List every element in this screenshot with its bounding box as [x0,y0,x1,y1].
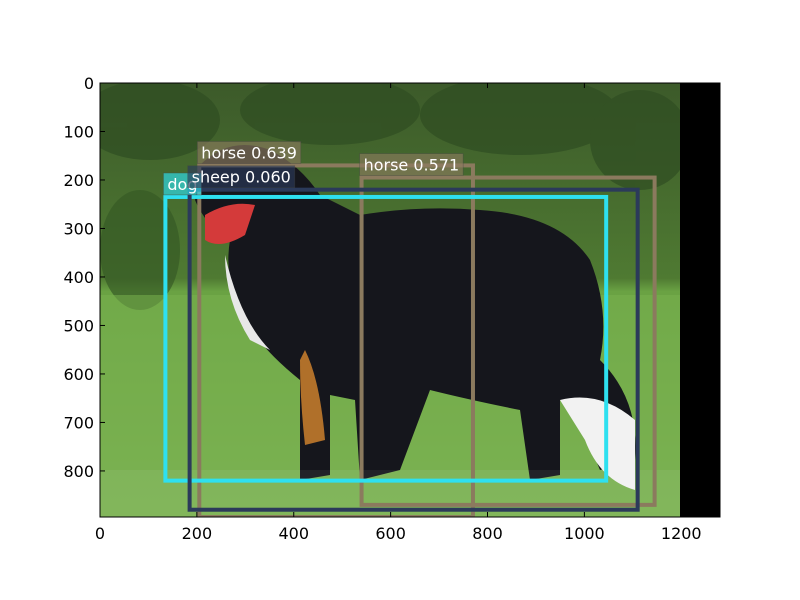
detection-label-horse: horse 0.571 [364,156,460,175]
y-tick-label: 600 [63,365,94,384]
x-tick-label: 0 [95,524,105,543]
y-axis: 0 100 200 300 400 500 600 700 800 [63,74,720,481]
detection-label-horse: horse 0.639 [201,143,297,162]
x-tick-label: 800 [472,524,503,543]
padding-region [680,83,720,517]
foliage [100,83,690,310]
y-tick-label: 500 [63,316,94,335]
y-tick-label: 700 [63,413,94,432]
y-tick-label: 400 [63,268,94,287]
y-tick-label: 200 [63,171,94,190]
photo [100,83,720,517]
detection-box-horse [197,163,475,517]
x-tick-label: 1000 [564,524,605,543]
x-tick-label: 200 [182,524,213,543]
y-tick-label: 0 [84,74,94,93]
detection-label-bg [359,153,464,176]
dog-silhouette [195,145,636,490]
y-tick-label: 800 [63,462,94,481]
axes-frame [99,82,721,518]
y-tick-label: 100 [63,122,94,141]
detections [163,163,657,517]
detection-box-sheep [187,187,640,512]
detection-label-bg [187,165,296,188]
x-axis: 0 200 400 600 800 1000 1200 [95,83,702,543]
detection-box-dog [163,194,609,483]
detection-label-bg [197,141,302,164]
x-tick-label: 600 [375,524,406,543]
detection-box-horse [359,175,657,507]
y-tick-label: 300 [63,219,94,238]
x-tick-label: 1200 [661,524,702,543]
detection-label-sheep: sheep 0.060 [192,168,291,187]
x-tick-label: 400 [278,524,309,543]
